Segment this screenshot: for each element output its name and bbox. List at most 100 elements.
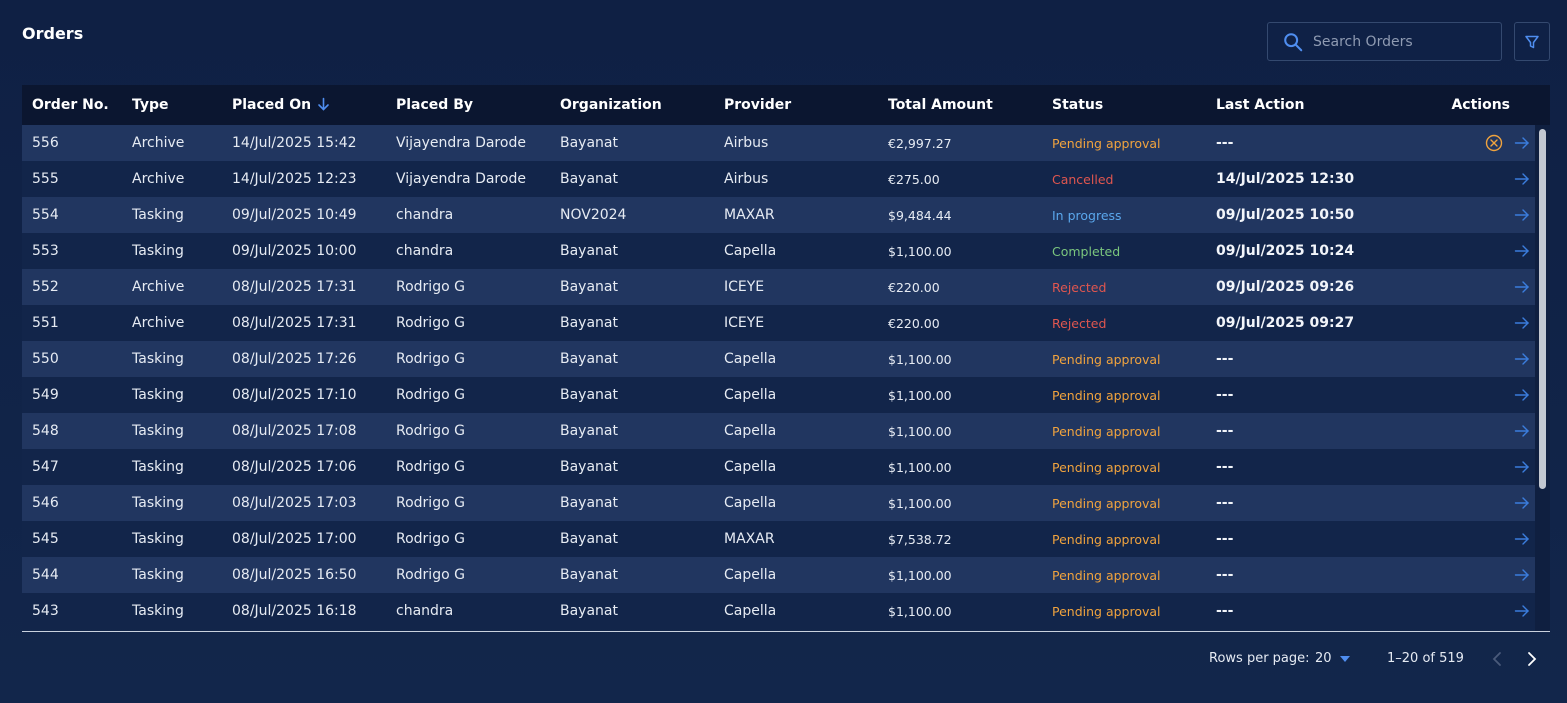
col-header-placed-on-label: Placed On [232, 97, 312, 113]
open-order-arrow-icon[interactable] [1513, 350, 1531, 368]
cell-provider: Capella [724, 351, 777, 367]
cell-order-no: 554 [32, 207, 59, 223]
cell-organization: Bayanat [560, 603, 618, 619]
cell-total-amount: $1,100.00 [888, 567, 952, 583]
open-order-arrow-icon[interactable] [1513, 386, 1531, 404]
rows-per-page-select[interactable]: 20 [1315, 651, 1350, 666]
table-row[interactable]: 548 Tasking 08/Jul/2025 17:08 Rodrigo G Baya… [22, 413, 1535, 449]
cell-total-amount: $1,100.00 [888, 423, 952, 439]
filter-button[interactable] [1514, 22, 1550, 61]
cell-status: Pending approval [1052, 531, 1161, 547]
open-order-arrow-icon[interactable] [1513, 170, 1531, 188]
table-row[interactable]: 549 Tasking 08/Jul/2025 17:10 Rodrigo G Baya… [22, 377, 1535, 413]
cell-actions [1416, 350, 1535, 368]
open-order-arrow-icon[interactable] [1513, 278, 1531, 296]
cell-total-amount: €275.00 [888, 171, 940, 187]
cell-total-amount: $1,100.00 [888, 603, 952, 619]
table-row[interactable]: 545 Tasking 08/Jul/2025 17:00 Rodrigo G Baya… [22, 521, 1535, 557]
cell-last-action: --- [1216, 135, 1234, 151]
open-order-arrow-icon[interactable] [1513, 458, 1531, 476]
search-box[interactable] [1267, 22, 1502, 61]
cell-placed-by: Rodrigo G [396, 351, 465, 367]
table-row[interactable]: 543 Tasking 08/Jul/2025 16:18 chandra Bayana… [22, 593, 1535, 629]
cell-order-no: 551 [32, 315, 59, 331]
open-order-arrow-icon[interactable] [1513, 206, 1531, 224]
cell-placed-by: Rodrigo G [396, 315, 465, 331]
col-header-last-action[interactable]: Last Action [1216, 97, 1305, 113]
rows-per-page-value: 20 [1315, 651, 1332, 666]
table-row[interactable]: 544 Tasking 08/Jul/2025 16:50 Rodrigo G Baya… [22, 557, 1535, 593]
cell-organization: Bayanat [560, 495, 618, 511]
search-input[interactable] [1313, 33, 1493, 50]
cell-total-amount: $1,100.00 [888, 495, 952, 511]
col-header-placed-on[interactable]: Placed On [222, 97, 386, 113]
cell-placed-on: 08/Jul/2025 17:31 [232, 279, 357, 295]
cell-type: Archive [132, 171, 185, 187]
cell-actions [1416, 170, 1535, 188]
cell-order-no: 547 [32, 459, 59, 475]
table-row[interactable]: 551 Archive 08/Jul/2025 17:31 Rodrigo G Baya… [22, 305, 1535, 341]
table-header: Order No. Type Placed On Placed By Organ… [22, 85, 1550, 125]
cell-type: Tasking [132, 531, 184, 547]
open-order-arrow-icon[interactable] [1513, 494, 1531, 512]
cell-provider: Capella [724, 387, 777, 403]
cell-type: Tasking [132, 459, 184, 475]
cell-total-amount: $1,100.00 [888, 351, 952, 367]
cell-placed-by: chandra [396, 207, 454, 223]
cell-actions [1416, 602, 1535, 620]
table-row[interactable]: 550 Tasking 08/Jul/2025 17:26 Rodrigo G Baya… [22, 341, 1535, 377]
open-order-arrow-icon[interactable] [1513, 602, 1531, 620]
cell-provider: Capella [724, 459, 777, 475]
cell-order-no: 544 [32, 567, 59, 583]
rows-per-page-label: Rows per page: [1209, 651, 1310, 666]
cell-status: Rejected [1052, 315, 1107, 331]
cell-type: Tasking [132, 207, 184, 223]
table-row[interactable]: 546 Tasking 08/Jul/2025 17:03 Rodrigo G Baya… [22, 485, 1535, 521]
open-order-arrow-icon[interactable] [1513, 134, 1531, 152]
table-row[interactable]: 552 Archive 08/Jul/2025 17:31 Rodrigo G Baya… [22, 269, 1535, 305]
cell-order-no: 550 [32, 351, 59, 367]
chevron-right-icon[interactable] [1521, 649, 1541, 669]
cell-organization: NOV2024 [560, 207, 627, 223]
table-row[interactable]: 555 Archive 14/Jul/2025 12:23 Vijayendra Da… [22, 161, 1535, 197]
cell-provider: Capella [724, 243, 777, 259]
cell-status: Pending approval [1052, 459, 1161, 475]
col-header-status[interactable]: Status [1052, 97, 1104, 113]
cell-type: Tasking [132, 387, 184, 403]
arrow-down-icon [318, 97, 329, 111]
table-row[interactable]: 556 Archive 14/Jul/2025 15:42 Vijayendra Da… [22, 125, 1535, 161]
cell-placed-by: Vijayendra Darode [396, 135, 526, 151]
cell-total-amount: $1,100.00 [888, 459, 952, 475]
col-header-organization[interactable]: Organization [560, 97, 662, 113]
col-header-placed-by[interactable]: Placed By [396, 97, 473, 113]
cell-type: Tasking [132, 603, 184, 619]
col-header-order-no[interactable]: Order No. [32, 97, 109, 113]
chevron-left-icon[interactable] [1488, 649, 1508, 669]
scrollbar-thumb[interactable] [1539, 129, 1546, 489]
col-header-total-amount[interactable]: Total Amount [888, 97, 993, 113]
open-order-arrow-icon[interactable] [1513, 530, 1531, 548]
table-row[interactable]: 554 Tasking 09/Jul/2025 10:49 chandra NOV202… [22, 197, 1535, 233]
cell-last-action: --- [1216, 351, 1234, 367]
open-order-arrow-icon[interactable] [1513, 242, 1531, 260]
cell-total-amount: €220.00 [888, 279, 940, 295]
cancel-order-icon[interactable] [1485, 134, 1503, 152]
cell-status: Pending approval [1052, 351, 1161, 367]
cell-provider: Airbus [724, 135, 769, 151]
open-order-arrow-icon[interactable] [1513, 422, 1531, 440]
cell-placed-on: 08/Jul/2025 17:06 [232, 459, 357, 475]
cell-type: Tasking [132, 567, 184, 583]
cell-actions [1416, 134, 1535, 152]
open-order-arrow-icon[interactable] [1513, 566, 1531, 584]
cell-placed-by: Rodrigo G [396, 459, 465, 475]
open-order-arrow-icon[interactable] [1513, 314, 1531, 332]
table-scrollbar[interactable] [1535, 125, 1550, 631]
col-header-provider[interactable]: Provider [724, 97, 792, 113]
cell-last-action: --- [1216, 387, 1234, 403]
search-icon [1284, 32, 1303, 51]
table-row[interactable]: 553 Tasking 09/Jul/2025 10:00 chandra Bayana… [22, 233, 1535, 269]
cell-placed-on: 08/Jul/2025 16:50 [232, 567, 357, 583]
col-header-type[interactable]: Type [132, 97, 169, 113]
cell-organization: Bayanat [560, 135, 618, 151]
table-row[interactable]: 547 Tasking 08/Jul/2025 17:06 Rodrigo G Baya… [22, 449, 1535, 485]
